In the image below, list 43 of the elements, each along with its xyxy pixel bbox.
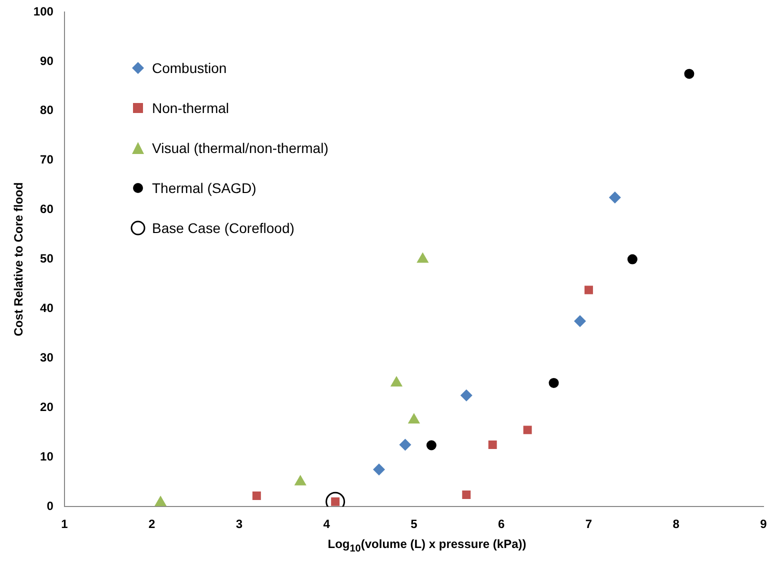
y-tick-label: 60 — [40, 202, 54, 216]
point — [252, 491, 261, 500]
y-axis-title: Cost Relative to Core flood — [12, 182, 26, 336]
x-tick-label: 6 — [498, 517, 505, 532]
point — [399, 438, 412, 451]
y-tick-label: 30 — [40, 350, 54, 365]
point — [548, 378, 559, 388]
x-tick-label: 7 — [585, 517, 592, 532]
legend-label: Non-thermal — [152, 100, 230, 116]
legend-label: Base Case (Coreflood) — [152, 220, 294, 236]
x-tick-label: 5 — [410, 517, 418, 532]
point — [462, 490, 471, 499]
y-tick-label: 10 — [40, 449, 54, 464]
legend-label: Combustion — [152, 60, 227, 76]
x-tick-label: 4 — [323, 517, 330, 532]
point — [627, 254, 638, 264]
y-tick-label: 80 — [40, 103, 54, 118]
point — [584, 286, 593, 294]
point — [684, 68, 694, 79]
point — [608, 191, 621, 204]
y-tick-label: 0 — [46, 498, 54, 513]
y-tick-label: 70 — [40, 152, 54, 167]
point — [574, 315, 586, 328]
x-tick-label: 2 — [148, 517, 156, 532]
point — [373, 464, 386, 476]
point — [460, 389, 472, 402]
y-tick-label: 90 — [40, 54, 54, 68]
x-tick-label: 8 — [672, 517, 680, 532]
x-tick-label: 9 — [760, 517, 768, 532]
y-tick-label: 50 — [40, 252, 54, 266]
legend-label: Thermal (SAGD) — [152, 180, 256, 196]
legend-label: Visual (thermal/non-thermal) — [152, 140, 328, 156]
point — [523, 426, 532, 434]
x-tick-label: 1 — [61, 517, 68, 532]
point — [408, 413, 420, 424]
x-tick-label: 3 — [236, 517, 243, 532]
x-axis-title: Log$_{10}$(volume (L) x pressure (kPa)) — [326, 537, 528, 554]
point — [488, 440, 497, 450]
point — [154, 496, 167, 506]
point — [426, 440, 436, 450]
y-tick-label: 40 — [40, 301, 54, 316]
y-tick-label: 20 — [40, 400, 54, 414]
y-tick-label: 100 — [33, 4, 54, 18]
